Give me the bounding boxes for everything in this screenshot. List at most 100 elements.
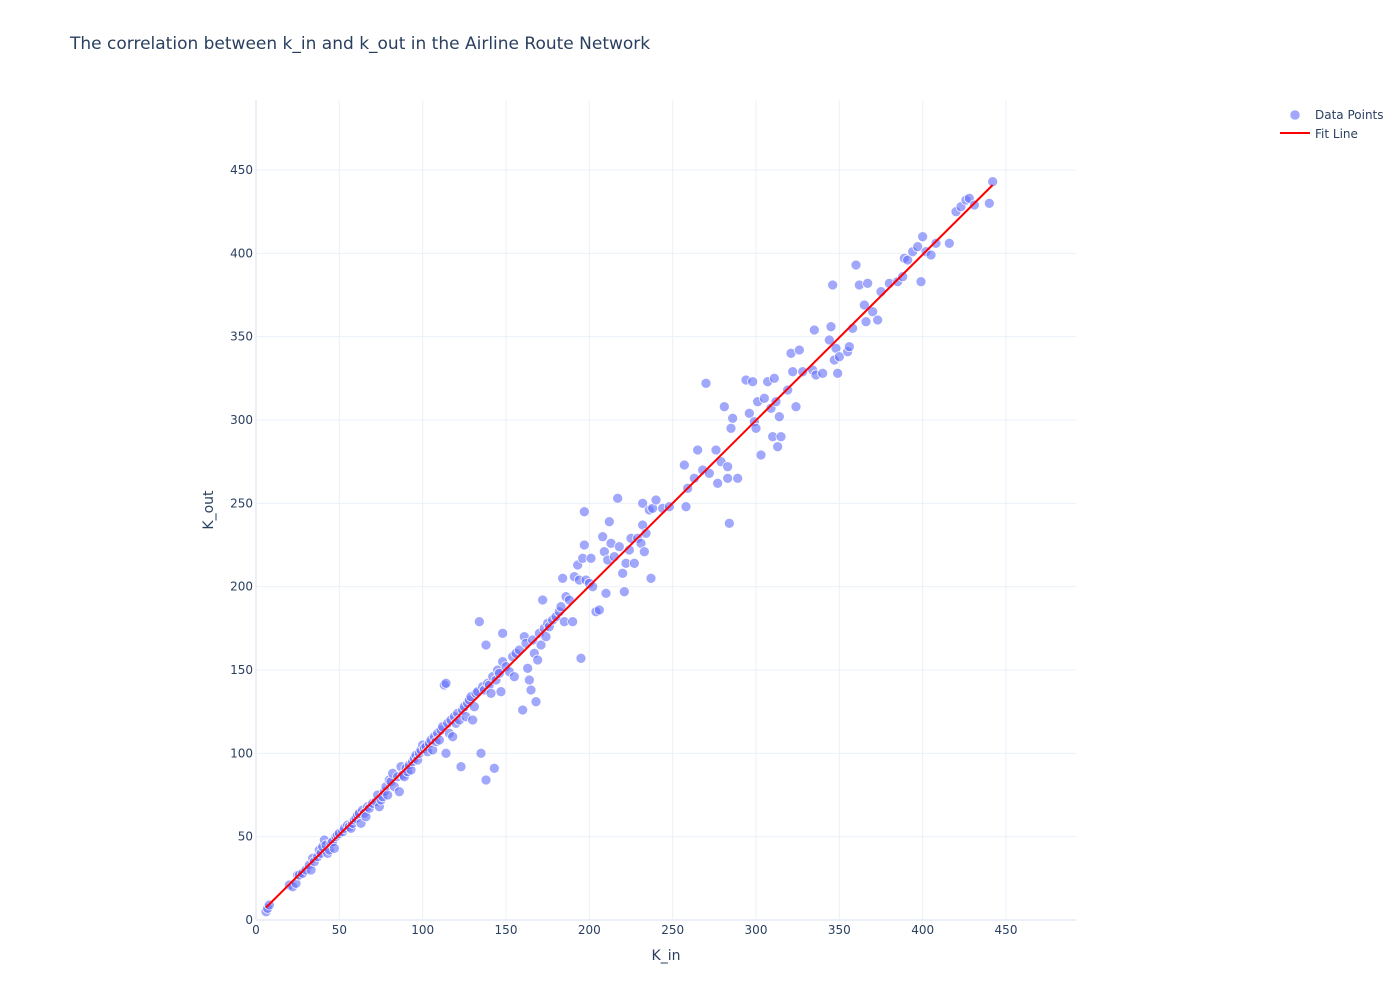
data-point[interactable] bbox=[328, 842, 340, 854]
data-point[interactable] bbox=[440, 747, 452, 759]
data-point[interactable] bbox=[917, 231, 929, 243]
data-point[interactable] bbox=[703, 467, 715, 479]
data-point[interactable] bbox=[603, 516, 615, 528]
data-point[interactable] bbox=[600, 587, 612, 599]
data-point[interactable] bbox=[743, 407, 755, 419]
data-point[interactable] bbox=[718, 401, 730, 413]
data-point[interactable] bbox=[382, 789, 394, 801]
data-point[interactable] bbox=[943, 237, 955, 249]
data-point[interactable] bbox=[480, 639, 492, 651]
data-point[interactable] bbox=[645, 572, 657, 584]
data-point[interactable] bbox=[393, 786, 405, 798]
data-point[interactable] bbox=[832, 367, 844, 379]
data-point[interactable] bbox=[773, 411, 785, 423]
data-point[interactable] bbox=[712, 477, 724, 489]
data-point[interactable] bbox=[860, 316, 872, 328]
data-point[interactable] bbox=[637, 497, 649, 509]
data-point[interactable] bbox=[723, 517, 735, 529]
data-point[interactable] bbox=[455, 761, 467, 773]
data-point[interactable] bbox=[485, 687, 497, 699]
data-point[interactable] bbox=[793, 344, 805, 356]
data-point[interactable] bbox=[578, 506, 590, 518]
data-point[interactable] bbox=[567, 616, 579, 628]
data-point[interactable] bbox=[872, 314, 884, 326]
data-point[interactable] bbox=[915, 276, 927, 288]
data-point[interactable] bbox=[925, 249, 937, 261]
data-point[interactable] bbox=[747, 376, 759, 388]
legend-item-data-points[interactable]: Data Points bbox=[1289, 108, 1384, 122]
data-point[interactable] bbox=[823, 334, 835, 346]
data-point[interactable] bbox=[727, 412, 739, 424]
data-point[interactable] bbox=[495, 686, 507, 698]
data-point[interactable] bbox=[525, 684, 537, 696]
data-point[interactable] bbox=[732, 472, 744, 484]
data-point[interactable] bbox=[912, 241, 924, 253]
fit-line[interactable] bbox=[265, 184, 994, 909]
data-point[interactable] bbox=[480, 774, 492, 786]
data-point[interactable] bbox=[638, 546, 650, 558]
data-point[interactable] bbox=[858, 299, 870, 311]
data-point[interactable] bbox=[517, 704, 529, 716]
data-point[interactable] bbox=[755, 449, 767, 461]
data-point[interactable] bbox=[650, 494, 662, 506]
data-point[interactable] bbox=[537, 594, 549, 606]
data-point[interactable] bbox=[535, 639, 547, 651]
data-point[interactable] bbox=[867, 306, 879, 318]
data-point[interactable] bbox=[725, 422, 737, 434]
data-point[interactable] bbox=[710, 444, 722, 456]
data-point[interactable] bbox=[968, 199, 980, 211]
data-point[interactable] bbox=[750, 422, 762, 434]
data-point[interactable] bbox=[700, 377, 712, 389]
data-point[interactable] bbox=[678, 459, 690, 471]
data-point[interactable] bbox=[473, 616, 485, 628]
data-point[interactable] bbox=[688, 472, 700, 484]
data-point[interactable] bbox=[862, 277, 874, 289]
data-point[interactable] bbox=[532, 654, 544, 666]
data-point[interactable] bbox=[768, 372, 780, 384]
data-point[interactable] bbox=[983, 197, 995, 209]
data-point[interactable] bbox=[817, 367, 829, 379]
data-point[interactable] bbox=[897, 271, 909, 283]
data-point[interactable] bbox=[530, 696, 542, 708]
data-point[interactable] bbox=[787, 366, 799, 378]
data-point[interactable] bbox=[613, 541, 625, 553]
data-point[interactable] bbox=[597, 531, 609, 543]
data-point[interactable] bbox=[447, 731, 459, 743]
data-point[interactable] bbox=[722, 472, 734, 484]
data-point[interactable] bbox=[902, 254, 914, 266]
data-point[interactable] bbox=[790, 401, 802, 413]
data-point[interactable] bbox=[808, 324, 820, 336]
data-point[interactable] bbox=[488, 762, 500, 774]
data-point[interactable] bbox=[467, 714, 479, 726]
data-point[interactable] bbox=[680, 501, 692, 513]
data-point[interactable] bbox=[508, 671, 520, 683]
data-point[interactable] bbox=[612, 492, 624, 504]
data-point[interactable] bbox=[772, 441, 784, 453]
data-point[interactable] bbox=[475, 747, 487, 759]
data-point[interactable] bbox=[850, 259, 862, 271]
data-point[interactable] bbox=[692, 444, 704, 456]
data-point[interactable] bbox=[987, 176, 999, 188]
data-point[interactable] bbox=[833, 351, 845, 363]
data-point[interactable] bbox=[843, 341, 855, 353]
data-point[interactable] bbox=[593, 604, 605, 616]
data-point[interactable] bbox=[618, 586, 630, 598]
data-point[interactable] bbox=[775, 431, 787, 443]
data-point[interactable] bbox=[617, 567, 629, 579]
data-point[interactable] bbox=[722, 461, 734, 473]
legend-item-fit-line[interactable]: Fit Line bbox=[1280, 127, 1358, 141]
data-point[interactable] bbox=[628, 557, 640, 569]
data-point[interactable] bbox=[440, 677, 452, 689]
data-point[interactable] bbox=[557, 572, 569, 584]
data-point[interactable] bbox=[578, 539, 590, 551]
data-point[interactable] bbox=[758, 392, 770, 404]
data-point[interactable] bbox=[825, 321, 837, 333]
data-point[interactable] bbox=[555, 601, 567, 613]
data-point[interactable] bbox=[827, 279, 839, 291]
data-point[interactable] bbox=[585, 552, 597, 564]
data-point[interactable] bbox=[930, 237, 942, 249]
data-point[interactable] bbox=[527, 634, 539, 646]
data-point[interactable] bbox=[575, 652, 587, 664]
data-point[interactable] bbox=[497, 627, 509, 639]
data-point[interactable] bbox=[523, 674, 535, 686]
